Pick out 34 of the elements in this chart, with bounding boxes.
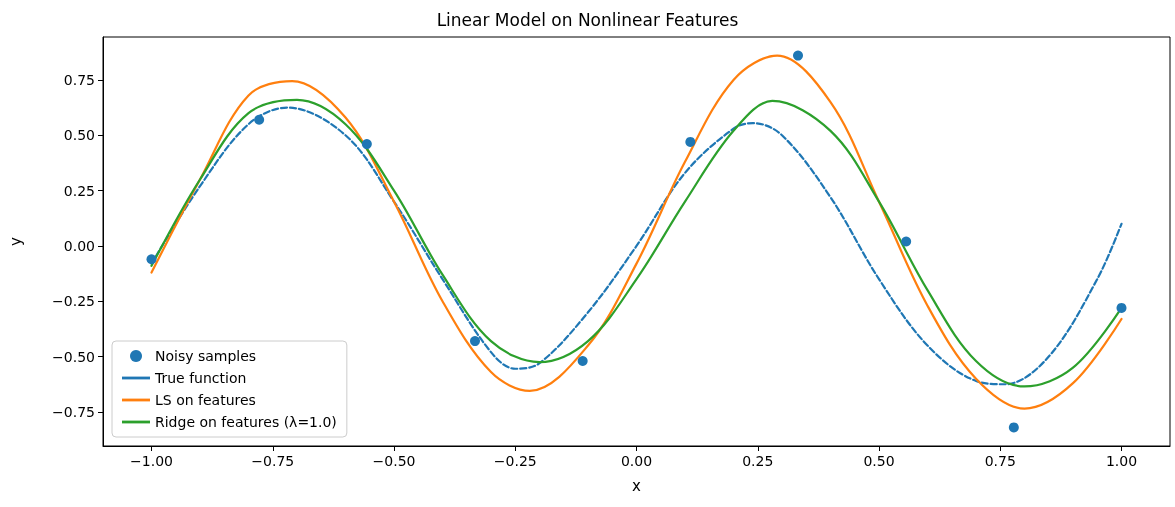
y-axis-title: y (6, 236, 25, 246)
point (901, 236, 912, 247)
point (577, 356, 588, 367)
point (793, 50, 804, 61)
x-tick-label: 0.00 (620, 453, 653, 469)
x-tick-label: −0.75 (251, 453, 295, 469)
y-tick-label: −0.50 (52, 348, 95, 365)
point (254, 114, 265, 125)
point (361, 139, 372, 150)
legend-label: Noisy samples (155, 348, 257, 364)
legend-label: LS on features (155, 392, 256, 408)
x-axis-title: x (632, 476, 642, 495)
line-series (150, 54, 1123, 410)
y-tick-label: 0.25 (63, 182, 95, 199)
y-tick-label: 0.75 (63, 71, 95, 88)
point (1116, 302, 1127, 313)
point (685, 136, 696, 147)
legend-label: True function (154, 370, 247, 386)
legend-label: Ridge on features (λ=1.0) (155, 414, 337, 430)
y-tick-label: −0.25 (52, 293, 95, 310)
x-tick-label: −1.00 (130, 453, 173, 469)
y-tick-label: 0.50 (63, 127, 95, 144)
x-tick-label: 0.25 (742, 453, 774, 469)
x-tick-label: 0.50 (863, 453, 895, 469)
x-tick-label: −0.50 (372, 453, 416, 469)
y-tick-label: −0.75 (52, 403, 95, 420)
chart-title: Linear Model on Nonlinear Features (436, 9, 739, 30)
x-tick-label: 1.00 (1105, 453, 1138, 469)
point (470, 336, 480, 347)
point (146, 254, 157, 265)
y-tick-label: 0.00 (63, 237, 95, 254)
x-tick-label: 0.75 (984, 453, 1016, 469)
point (1008, 422, 1019, 433)
x-tick-label: −0.25 (493, 453, 537, 469)
